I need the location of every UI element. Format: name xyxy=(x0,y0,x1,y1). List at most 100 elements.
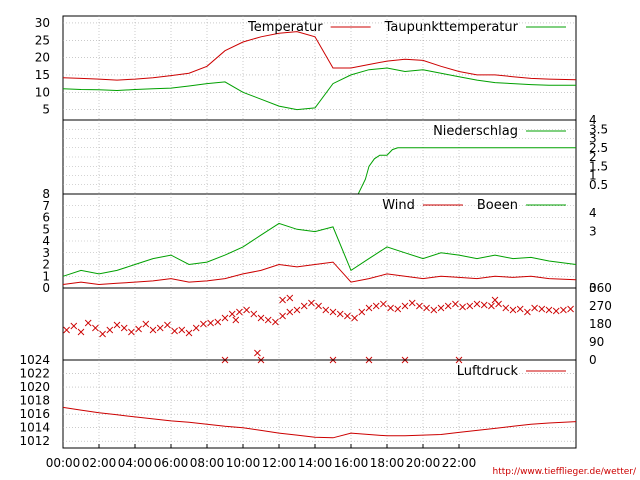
direction-point xyxy=(142,320,150,328)
y-tick-label: 1016 xyxy=(19,407,50,421)
panel-0: 5 10 15 20 25 30 Taupunkttemperatur Temperatur xyxy=(35,15,577,121)
y-tick-label: 3 xyxy=(42,246,50,260)
x-tick-label: 00:00 xyxy=(46,456,81,470)
direction-point xyxy=(221,314,229,322)
y-tick-label: 1014 xyxy=(19,421,50,435)
direction-point xyxy=(279,312,286,320)
y-tick-label: 6 xyxy=(42,211,50,225)
series-line-0 xyxy=(62,31,577,81)
direction-point xyxy=(63,326,70,334)
x-tick-label: 14:00 xyxy=(298,456,333,470)
y-tick-label: 30 xyxy=(35,16,50,30)
x-tick-label: 08:00 xyxy=(190,456,225,470)
x-tick-label: 02:00 xyxy=(82,456,117,470)
right-tick-label: 0 xyxy=(589,281,597,295)
y-tick-label: 1 xyxy=(42,269,50,283)
time-axis: 00:00 02:00 04:00 06:00 08:00 10:00 12:00 14:00… xyxy=(46,444,477,470)
y-tick-label: 4 xyxy=(42,234,50,248)
y-tick-label: 2 xyxy=(42,258,50,272)
y-tick-label: 5 xyxy=(42,222,50,236)
direction-point xyxy=(567,305,574,313)
x-tick-label: 22:00 xyxy=(442,456,477,470)
direction-point xyxy=(279,296,286,304)
right-tick-label: 180 xyxy=(589,317,612,331)
direction-point xyxy=(480,301,488,309)
y-tick-label: 10 xyxy=(35,85,50,99)
direction-point xyxy=(77,328,85,336)
direction-point xyxy=(351,314,358,322)
direction-point xyxy=(315,302,322,310)
direction-point xyxy=(365,304,373,312)
legend-label: Taupunkttemperatur xyxy=(384,20,519,35)
x-tick-label: 18:00 xyxy=(370,456,405,470)
direction-point xyxy=(254,349,261,357)
direction-point xyxy=(329,308,337,316)
x-tick-label: 06:00 xyxy=(154,456,189,470)
direction-point xyxy=(300,302,308,310)
direction-point xyxy=(408,299,416,307)
y-tick-label: 1 xyxy=(589,169,597,183)
direction-point xyxy=(286,308,294,316)
y-tick-label: 7 xyxy=(42,199,50,213)
direction-point xyxy=(430,306,438,314)
direction-point xyxy=(128,328,135,336)
source-url[interactable]: http://www.tiefflieger.de/wetter/ xyxy=(493,467,637,477)
right-tick-label: 270 xyxy=(589,299,612,313)
direction-point xyxy=(322,306,330,314)
series-line-0 xyxy=(62,406,577,439)
direction-point xyxy=(113,321,121,329)
series-line-0 xyxy=(63,147,576,195)
direction-point xyxy=(531,304,538,312)
direction-point xyxy=(200,320,207,328)
right-tick-label: 3 xyxy=(589,225,597,239)
direction-point xyxy=(272,318,279,326)
y-tick-label: 1024 xyxy=(19,353,50,367)
x-tick-label: 10:00 xyxy=(226,456,261,470)
direction-point xyxy=(236,308,243,316)
direction-point xyxy=(106,326,114,334)
direction-point xyxy=(92,324,99,332)
series-line-0 xyxy=(62,261,577,286)
y-tick-label: 2.5 xyxy=(589,141,608,155)
direction-point xyxy=(502,304,510,312)
panel-frame xyxy=(62,359,577,449)
y-tick-label: 8 xyxy=(42,187,50,201)
legend-label: Luftdruck xyxy=(457,364,519,379)
y-tick-label: 25 xyxy=(35,33,50,47)
y-tick-label: 1022 xyxy=(19,367,50,381)
direction-point xyxy=(538,305,546,313)
direction-point xyxy=(336,310,344,318)
direction-point xyxy=(552,307,560,315)
y-tick-label: 0.5 xyxy=(589,178,608,192)
direction-point xyxy=(228,310,236,318)
direction-point xyxy=(509,306,517,314)
y-tick-label: 5 xyxy=(42,103,50,117)
direction-point xyxy=(70,322,78,330)
direction-point xyxy=(444,302,452,310)
direction-point xyxy=(380,300,387,308)
direction-point xyxy=(149,326,157,334)
y-tick-label: 1012 xyxy=(19,434,50,448)
direction-point xyxy=(257,314,265,322)
legend-label: Temperatur xyxy=(247,20,323,35)
direction-point xyxy=(120,324,128,332)
y-tick-label: 15 xyxy=(35,68,50,82)
direction-point xyxy=(264,316,272,324)
direction-point xyxy=(344,312,351,320)
y-tick-label: 4 xyxy=(589,113,597,127)
right-tick-label: 4 xyxy=(589,206,597,220)
y-tick-label: 20 xyxy=(35,51,50,65)
x-tick-label: 12:00 xyxy=(262,456,297,470)
direction-point xyxy=(394,305,402,313)
y-tick-label: 1.5 xyxy=(589,159,608,173)
direction-point xyxy=(214,318,222,326)
direction-point xyxy=(286,294,294,302)
x-tick-label: 16:00 xyxy=(334,456,369,470)
direction-point xyxy=(293,306,301,314)
direction-point xyxy=(135,325,142,333)
y-tick-label: 1020 xyxy=(19,380,50,394)
right-tick-label: 90 xyxy=(589,335,604,349)
y-tick-label: 3 xyxy=(589,132,597,146)
